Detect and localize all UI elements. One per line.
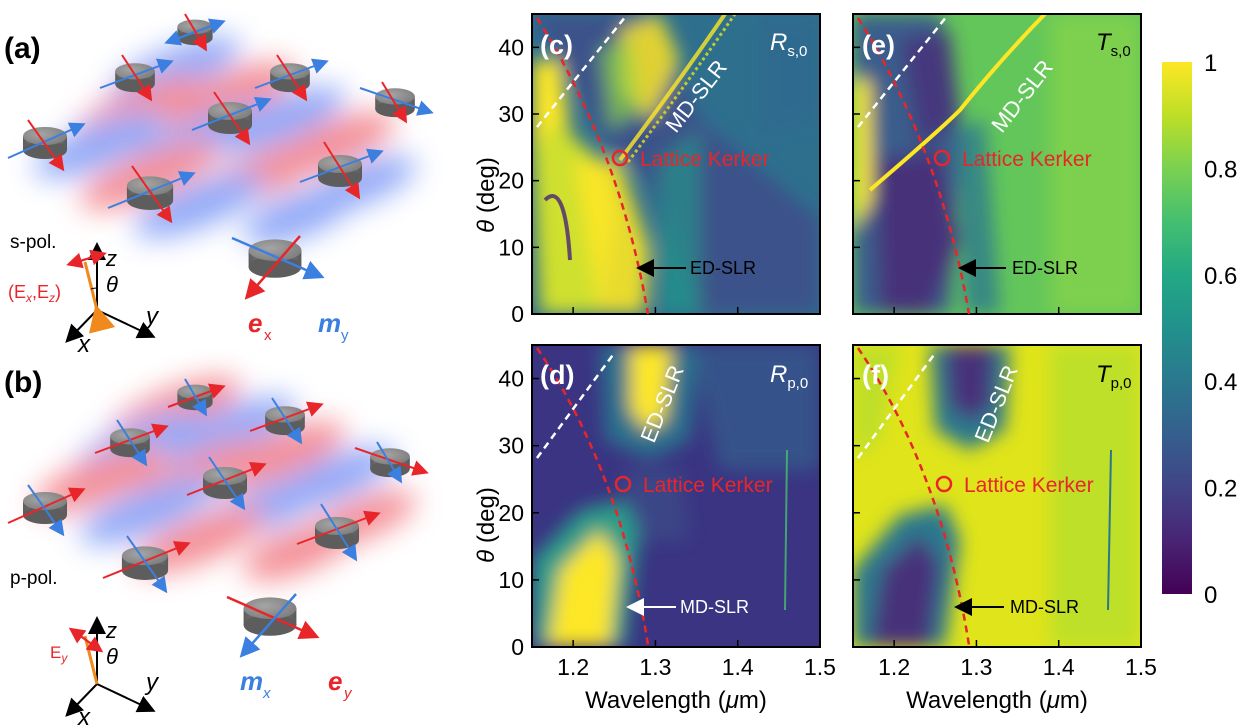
colorbar-ticks: 1 0.8 0.6 0.4 0.2 0	[1204, 50, 1237, 609]
map-panel-c	[531, 13, 821, 315]
arrow-label-c: ED-SLR	[690, 258, 756, 278]
dipole-e-label-b: e	[328, 666, 342, 696]
colorbar-tick-label: 0.2	[1204, 476, 1237, 503]
dipole-m-sub-a: y	[341, 327, 349, 344]
x-tick-label: 1.3	[639, 654, 671, 680]
dipole-m-label-b: m	[240, 666, 263, 696]
kerker-label-e: Lattice Kerker	[962, 148, 1092, 171]
schematic-a: (a)	[4, 13, 434, 358]
overlay-lines	[535, 15, 1006, 646]
svg-text:θ: θ	[106, 644, 118, 669]
panel-label-e: (e)	[862, 30, 895, 60]
panel-label-d: (d)	[540, 360, 574, 390]
x-tick-label: 1.5	[1125, 654, 1157, 680]
ylabel-bottom: θ (deg)	[473, 487, 500, 563]
x-tick-label: 1.2	[878, 654, 910, 680]
colorbar-tick-label: 0.4	[1204, 369, 1237, 396]
colorbar-tick-label: 0.8	[1204, 156, 1237, 183]
panel-label-c: (c)	[540, 30, 573, 60]
y-tick-label: 10	[498, 567, 524, 593]
panel-label-f: (f)	[862, 360, 889, 390]
disk-array-b	[7, 378, 429, 658]
field-glow-a	[34, 36, 417, 246]
svg-text:x: x	[77, 331, 91, 358]
colorbar-tick-label: 0	[1204, 582, 1217, 609]
colorbar: 1 0.8 0.6 0.4 0.2 0	[1162, 50, 1237, 609]
dipole-e-sub-a: x	[264, 327, 272, 344]
map-panel-f	[852, 344, 1142, 648]
svg-text:z: z	[105, 246, 117, 271]
arrow-label-e: ED-SLR	[1012, 258, 1078, 278]
panel-label-a: (a)	[4, 32, 41, 65]
schematic-b: (b)	[4, 366, 429, 727]
coord-axes-b: p-pol. z θ y x Ey	[10, 568, 160, 727]
xlabel-left: Wavelength (μm)	[585, 687, 767, 714]
colorbar-tick-label: 0.6	[1204, 263, 1237, 290]
arrow-label-f: MD-SLR	[1010, 597, 1079, 617]
coord-axes-a: s-pol. z θ y x (Ex,Ez)	[8, 232, 160, 358]
kerker-label-f: Lattice Kerker	[964, 474, 1094, 497]
x-tick-label: 1.5	[804, 654, 836, 680]
svg-text:y: y	[144, 669, 160, 696]
colorbar-tick-label: 1	[1204, 50, 1217, 77]
svg-text:Ey: Ey	[50, 643, 68, 665]
map-panel-d	[531, 344, 821, 648]
y-tick-label: 20	[498, 168, 524, 194]
y-tick-label: 40	[498, 34, 524, 60]
x-tick-label: 1.4	[722, 654, 754, 680]
x-tick-label: 1.3	[960, 654, 992, 680]
y-tick-label: 0	[511, 301, 524, 327]
y-tick-label: 40	[498, 366, 524, 392]
ylabel-top: θ (deg)	[473, 157, 500, 233]
svg-text:x: x	[77, 704, 91, 727]
dipole-e-sub-b: y	[343, 685, 353, 702]
y-tick-label: 30	[498, 433, 524, 459]
panel-label-b: (b)	[4, 366, 42, 399]
map-title-e: Ts,0	[1096, 29, 1131, 60]
svg-text:(Ex,Ez): (Ex,Ez)	[8, 282, 61, 305]
map-title-f: Tp,0	[1096, 361, 1132, 392]
dipole-m-sub-b: x	[262, 685, 271, 702]
svg-text:z: z	[105, 618, 117, 643]
dipole-e-label-a: e	[248, 308, 262, 338]
kerker-label-d: Lattice Kerker	[643, 474, 773, 497]
x-tick-label: 1.2	[557, 654, 589, 680]
dipole-m-label-a: m	[318, 308, 341, 338]
polarization-label-a: s-pol.	[10, 232, 56, 253]
polarization-label-b: p-pol.	[10, 568, 58, 589]
arrow-label-d: MD-SLR	[680, 597, 749, 617]
map-title-d: Rp,0	[770, 361, 808, 392]
disk-array-a	[7, 13, 434, 300]
xlabel-right: Wavelength (μm)	[906, 687, 1088, 714]
axis-ticks: 0 10 20 30 40 1.2 1.3 1.4 1.5 0 10 20 30 40 1.2 1.3 1.4 1…	[498, 34, 1157, 680]
y-tick-label: 30	[498, 101, 524, 127]
kerker-label-c: Lattice Kerker	[640, 148, 770, 171]
y-tick-label: 10	[498, 234, 524, 260]
map-title-c: Rs,0	[770, 29, 807, 60]
svg-text:y: y	[144, 303, 160, 330]
x-tick-label: 1.4	[1043, 654, 1075, 680]
map-panel-e	[852, 13, 1142, 315]
y-tick-label: 0	[511, 634, 524, 660]
svg-text:θ: θ	[106, 272, 118, 297]
y-tick-label: 20	[498, 500, 524, 526]
